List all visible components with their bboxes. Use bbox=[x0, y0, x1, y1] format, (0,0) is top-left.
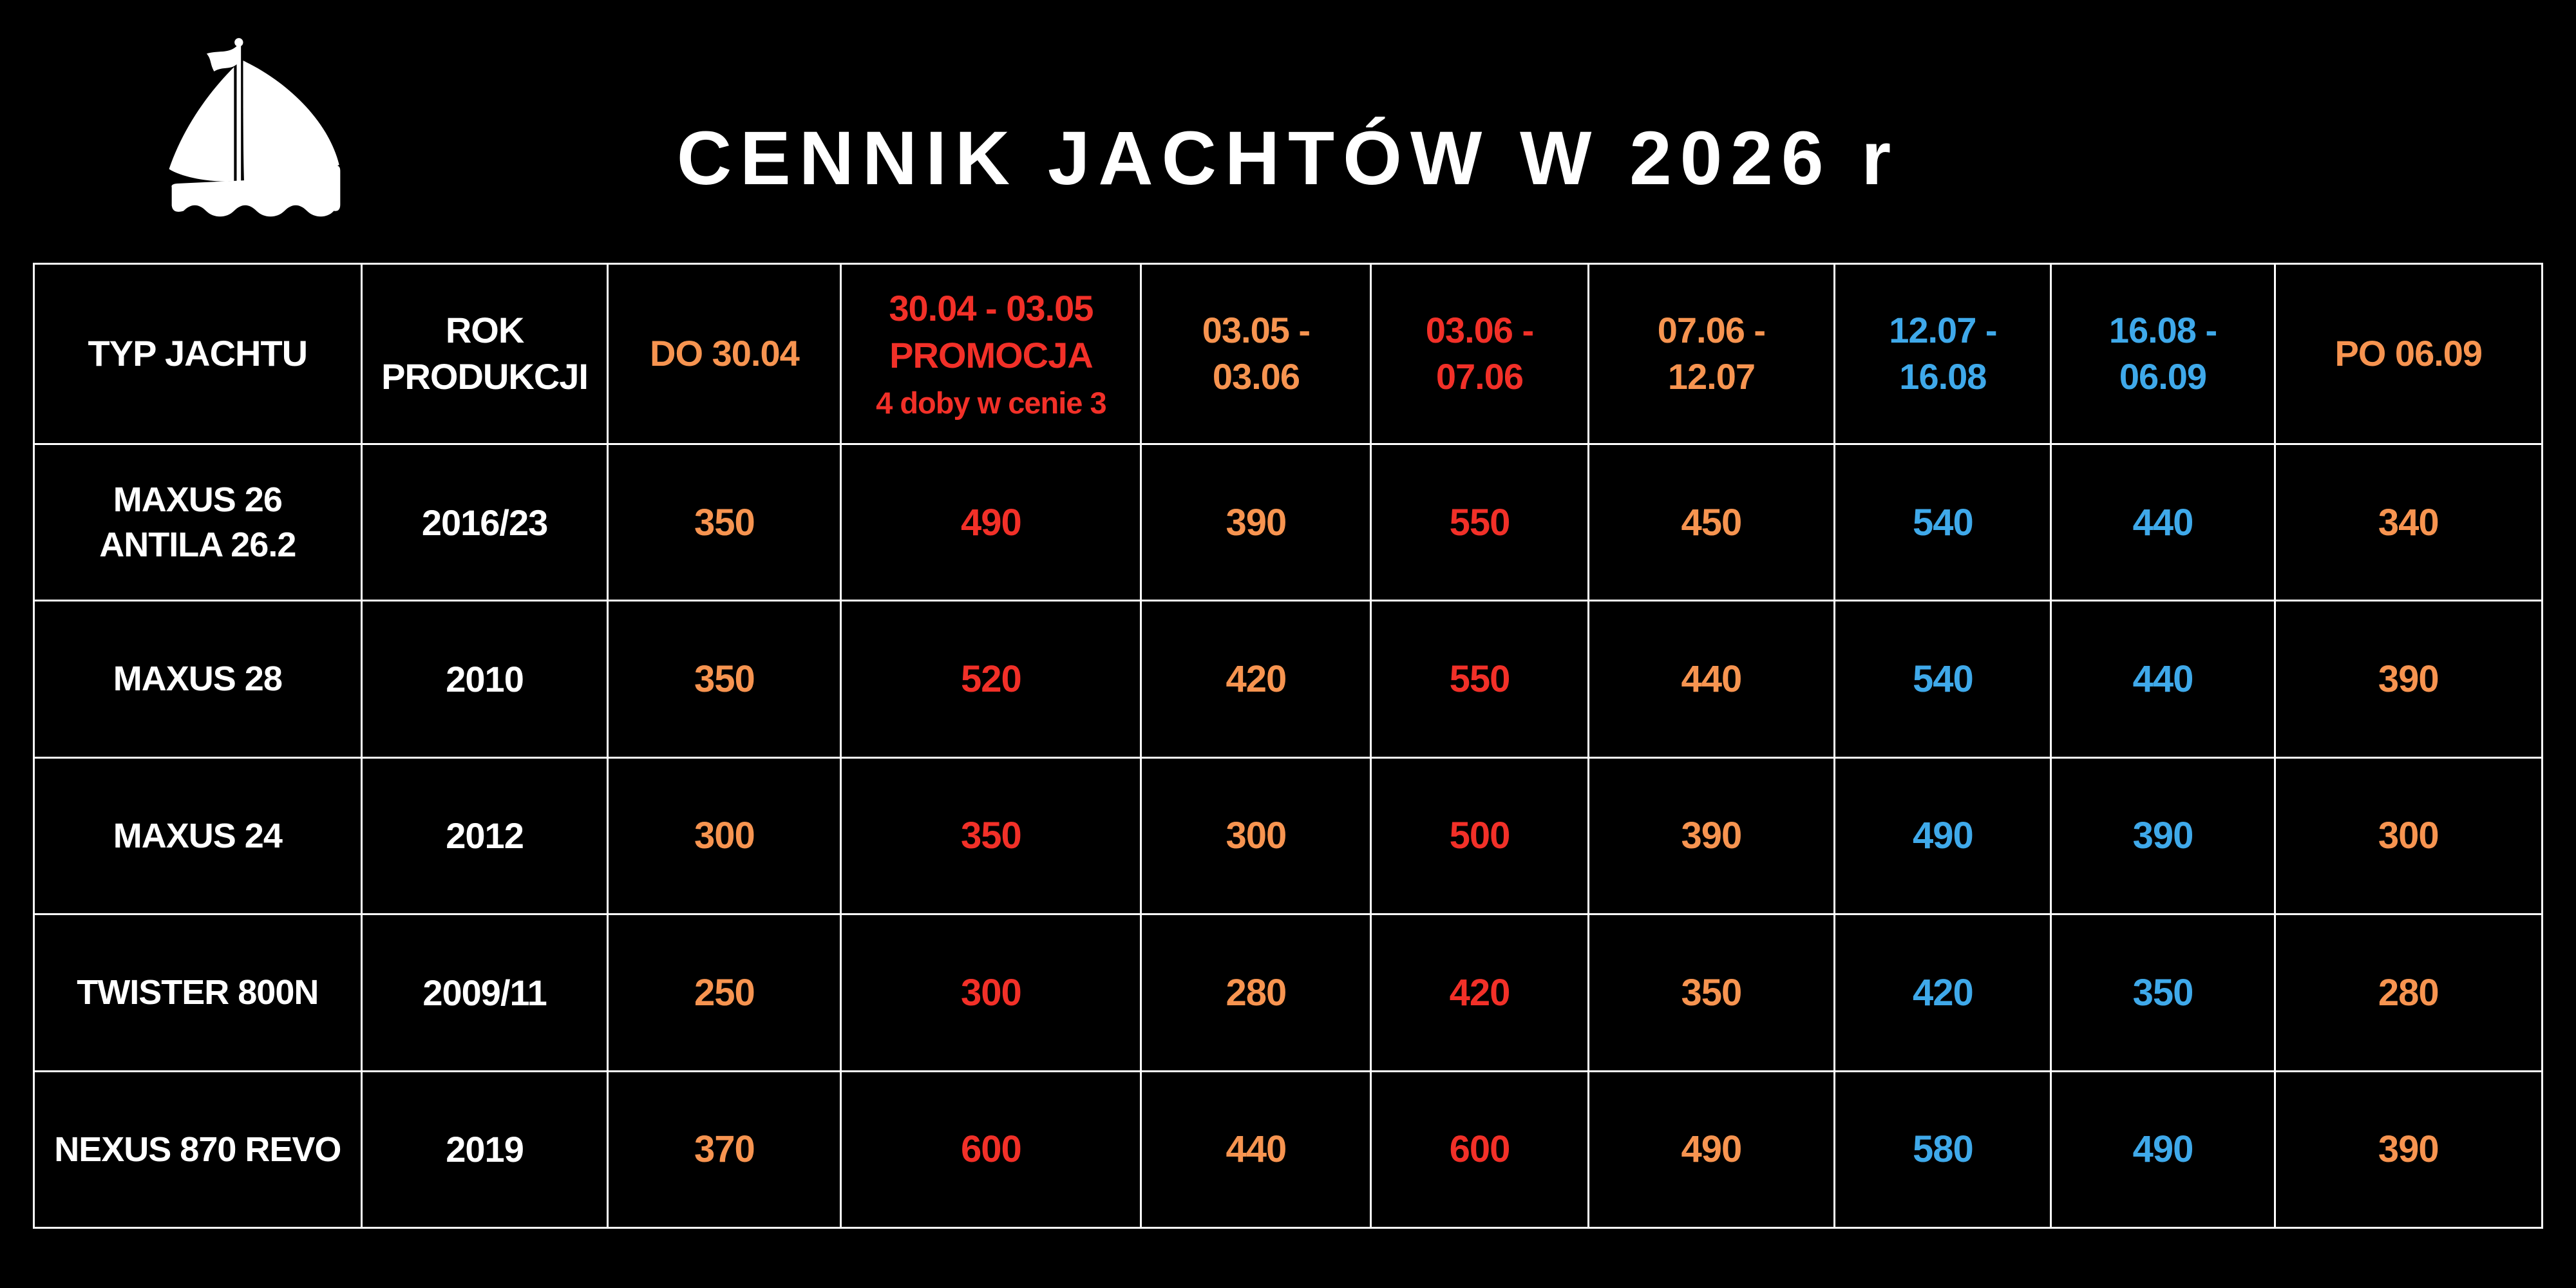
header-cell-1207-1608: 12.07 - 16.08 bbox=[1835, 265, 2050, 443]
yacht-name-cell: MAXUS 24 bbox=[35, 758, 361, 914]
price-cell: 600 bbox=[1372, 1072, 1587, 1227]
yacht-name-cell: NEXUS 870 REVO bbox=[35, 1072, 361, 1227]
header-cell-0706-1207: 07.06 - 12.07 bbox=[1589, 265, 1834, 443]
price-cell: 300 bbox=[842, 915, 1141, 1070]
price-cell: 300 bbox=[1142, 758, 1370, 914]
yacht-name-cell: MAXUS 26 ANTILA 26.2 bbox=[35, 444, 361, 600]
price-table: TYP JACHTU ROK PRODUKCJI DO 30.04 30.04 … bbox=[33, 263, 2543, 1229]
price-cell: 440 bbox=[1142, 1072, 1370, 1227]
price-cell: 390 bbox=[2052, 758, 2274, 914]
price-cell: 440 bbox=[2052, 444, 2274, 600]
price-cell: 440 bbox=[2052, 601, 2274, 757]
price-cell: 370 bbox=[609, 1072, 840, 1227]
header-cell-do-3004: DO 30.04 bbox=[609, 265, 840, 443]
year-cell: 2010 bbox=[362, 601, 607, 757]
price-cell: 540 bbox=[1835, 444, 2050, 600]
header-cell-0306-0706: 03.06 - 07.06 bbox=[1372, 265, 1587, 443]
year-cell: 2016/23 bbox=[362, 444, 607, 600]
price-cell: 490 bbox=[1835, 758, 2050, 914]
header-cell-po-0609: PO 06.09 bbox=[2275, 265, 2541, 443]
price-cell: 420 bbox=[1142, 601, 1370, 757]
yacht-name-cell: TWISTER 800N bbox=[35, 915, 361, 1070]
yacht-name-cell: MAXUS 28 bbox=[35, 601, 361, 757]
price-cell: 490 bbox=[1589, 1072, 1834, 1227]
price-cell: 580 bbox=[1835, 1072, 2050, 1227]
price-cell: 390 bbox=[1589, 758, 1834, 914]
price-cell: 280 bbox=[1142, 915, 1370, 1070]
price-cell: 280 bbox=[2275, 915, 2541, 1070]
price-cell: 250 bbox=[609, 915, 840, 1070]
price-cell: 450 bbox=[1589, 444, 1834, 600]
year-cell: 2009/11 bbox=[362, 915, 607, 1070]
price-cell: 350 bbox=[2052, 915, 2274, 1070]
price-cell: 520 bbox=[842, 601, 1141, 757]
header-cell-0305-0306: 03.05 - 03.06 bbox=[1142, 265, 1370, 443]
price-cell: 390 bbox=[2275, 1072, 2541, 1227]
header-cell-rok-produkcji: ROK PRODUKCJI bbox=[362, 265, 607, 443]
price-cell: 420 bbox=[1835, 915, 2050, 1070]
price-cell: 300 bbox=[2275, 758, 2541, 914]
price-cell: 350 bbox=[609, 601, 840, 757]
price-cell: 600 bbox=[842, 1072, 1141, 1227]
price-cell: 350 bbox=[609, 444, 840, 600]
price-cell: 490 bbox=[2052, 1072, 2274, 1227]
header-cell-typ-jachtu: TYP JACHTU bbox=[35, 265, 361, 443]
price-cell: 390 bbox=[1142, 444, 1370, 600]
price-cell: 490 bbox=[842, 444, 1141, 600]
page-title: CENNIK JACHTÓW W 2026 r bbox=[676, 116, 1900, 201]
price-cell: 300 bbox=[609, 758, 840, 914]
price-cell: 350 bbox=[842, 758, 1141, 914]
price-cell: 390 bbox=[2275, 601, 2541, 757]
price-cell: 540 bbox=[1835, 601, 2050, 757]
price-cell: 350 bbox=[1589, 915, 1834, 1070]
price-cell: 550 bbox=[1372, 444, 1587, 600]
price-cell: 550 bbox=[1372, 601, 1587, 757]
price-cell: 420 bbox=[1372, 915, 1587, 1070]
year-cell: 2012 bbox=[362, 758, 607, 914]
price-cell: 440 bbox=[1589, 601, 1834, 757]
sailboat-icon bbox=[169, 38, 341, 217]
header-cell-1608-0609: 16.08 - 06.09 bbox=[2052, 265, 2274, 443]
price-cell: 340 bbox=[2275, 444, 2541, 600]
price-cell: 500 bbox=[1372, 758, 1587, 914]
year-cell: 2019 bbox=[362, 1072, 607, 1227]
header-cell-promocja: 30.04 - 03.05 PROMOCJA 4 doby w cenie 3 bbox=[842, 265, 1141, 443]
